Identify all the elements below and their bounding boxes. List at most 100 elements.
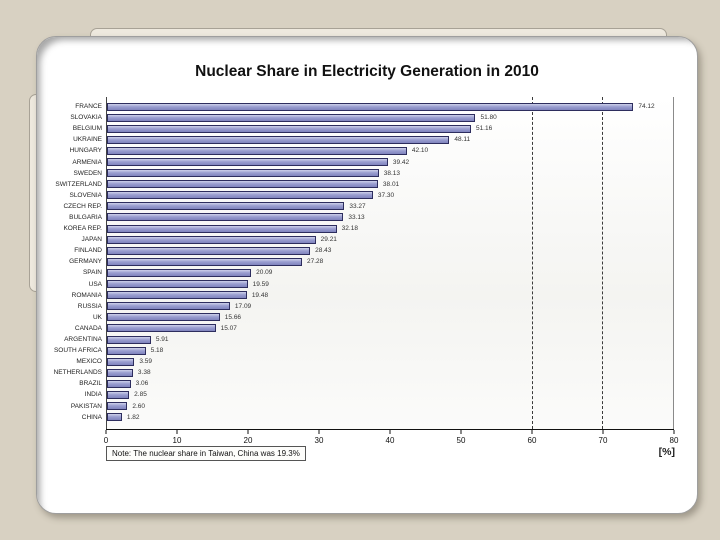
bar-row: SPAIN 20.09 xyxy=(83,267,673,278)
value-label: 39.42 xyxy=(392,158,410,166)
bar xyxy=(107,224,337,233)
country-label: HUNGARY xyxy=(69,147,102,155)
value-label: 32.18 xyxy=(341,225,358,233)
x-tick-label: 0 xyxy=(103,436,109,445)
bar-row: SLOVAKIA 51.80 xyxy=(70,112,673,123)
bar xyxy=(107,135,450,144)
country-label: JAPAN xyxy=(81,236,102,244)
bar xyxy=(107,280,248,289)
x-tick-mark xyxy=(531,430,533,434)
x-tick-mark xyxy=(176,430,178,434)
bar-row: KOREA REP. 32.18 xyxy=(63,223,673,234)
bar xyxy=(107,302,230,311)
bar xyxy=(107,191,373,200)
x-tick-label: 30 xyxy=(314,436,324,445)
value-label: 38.01 xyxy=(382,180,400,188)
bar-row: ARMENIA 39.42 xyxy=(72,156,673,167)
dashed-gridline-70 xyxy=(602,97,604,429)
x-tick-mark xyxy=(318,430,320,434)
value-label: 3.06 xyxy=(135,380,149,388)
country-label: SOUTH AFRICA xyxy=(53,347,102,355)
bar-row: BRAZIL 3.06 xyxy=(79,378,673,389)
x-tick-mark xyxy=(673,430,675,434)
value-label: 51.80 xyxy=(480,114,497,122)
bar-row: UKRAINE 48.11 xyxy=(73,134,673,145)
value-label: 29.21 xyxy=(320,236,337,244)
bar-row: NETHERLANDS 3.38 xyxy=(54,367,673,378)
bar xyxy=(107,180,378,189)
slide-panel: Nuclear Share in Electricity Generation … xyxy=(36,36,698,514)
bar xyxy=(107,102,634,111)
value-label: 2.85 xyxy=(134,391,147,399)
bar xyxy=(107,257,302,266)
country-label: GERMANY xyxy=(69,258,102,266)
bar-row: ARGENTINA 5.91 xyxy=(64,334,673,345)
value-label: 1.82 xyxy=(126,413,140,421)
x-tick-label: 60 xyxy=(527,436,537,445)
value-label: 19.48 xyxy=(251,291,269,299)
bar-row: SWITZERLAND 38.01 xyxy=(55,179,673,190)
bar xyxy=(107,313,220,322)
bar-row: FRANCE 74.12 xyxy=(75,101,673,112)
value-label: 27.28 xyxy=(307,258,324,266)
bar-row: INDIA 2.85 xyxy=(85,389,673,400)
value-label: 74.12 xyxy=(638,103,655,111)
bar xyxy=(107,246,311,255)
country-label: CANADA xyxy=(74,324,102,332)
bar-row: PAKISTAN 2.60 xyxy=(71,401,673,412)
bar xyxy=(107,324,216,333)
country-label: PAKISTAN xyxy=(70,402,102,410)
bar xyxy=(107,402,128,411)
x-tick-mark xyxy=(460,430,462,434)
bar xyxy=(107,213,344,222)
bar-row: CANADA 15.07 xyxy=(75,323,673,334)
value-label: 3.38 xyxy=(137,369,151,377)
country-label: SLOVENIA xyxy=(69,191,102,199)
bar-row: BULGARIA 33.13 xyxy=(69,212,673,223)
country-label: FINLAND xyxy=(74,247,102,255)
bar xyxy=(107,379,131,388)
x-tick-mark xyxy=(389,430,391,434)
bar-row: RUSSIA 17.09 xyxy=(78,301,673,312)
bar-chart-plot-area: FRANCE 74.12 SLOVAKIA 51.80 BELGIUM 51.16 UKRA… xyxy=(54,97,674,429)
country-label: BRAZIL xyxy=(79,380,102,388)
value-label: 42.10 xyxy=(411,147,429,155)
bar xyxy=(107,146,407,155)
country-label: ROMANIA xyxy=(71,291,102,299)
bar xyxy=(107,413,122,422)
bar-row: UK 15.66 xyxy=(93,312,673,323)
value-label: 51.16 xyxy=(475,125,493,133)
country-label: ARGENTINA xyxy=(64,336,102,344)
bar-row: MEXICO 3.59 xyxy=(76,356,673,367)
axis-unit-label: [%] xyxy=(658,446,675,458)
x-tick-label: 20 xyxy=(243,436,253,445)
bar-rows: FRANCE 74.12 SLOVAKIA 51.80 BELGIUM 51.16 UKRA… xyxy=(54,101,673,423)
country-label: RUSSIA xyxy=(77,302,102,310)
bar xyxy=(107,158,388,167)
country-label: FRANCE xyxy=(75,103,102,111)
x-tick-label: 10 xyxy=(172,436,182,445)
bar xyxy=(107,335,151,344)
country-label: BELGIUM xyxy=(72,125,102,133)
bar-row: ROMANIA 19.48 xyxy=(72,290,673,301)
country-label: SWEDEN xyxy=(73,169,102,177)
bar-row: BELGIUM 51.16 xyxy=(73,123,673,134)
value-label: 20.09 xyxy=(256,269,273,277)
footnote-box: Note: The nuclear share in Taiwan, China… xyxy=(106,446,306,461)
value-label: 3.59 xyxy=(139,358,153,366)
value-label: 33.27 xyxy=(349,202,366,210)
bar xyxy=(107,113,476,122)
country-label: ARMENIA xyxy=(72,158,102,166)
bar-row: FINLAND 28.43 xyxy=(74,245,673,256)
value-label: 28.43 xyxy=(315,247,332,255)
bar-row: SLOVENIA 37.30 xyxy=(69,190,673,201)
bar-row: CZECH REP. 33.27 xyxy=(63,201,673,212)
value-label: 17.09 xyxy=(234,302,252,310)
value-label: 5.91 xyxy=(155,336,169,344)
value-label: 15.66 xyxy=(224,313,242,321)
x-tick-mark xyxy=(105,430,107,434)
bar-row: SOUTH AFRICA 5.18 xyxy=(54,345,673,356)
bar xyxy=(107,291,247,300)
bar-row: JAPAN 29.21 xyxy=(82,234,673,245)
